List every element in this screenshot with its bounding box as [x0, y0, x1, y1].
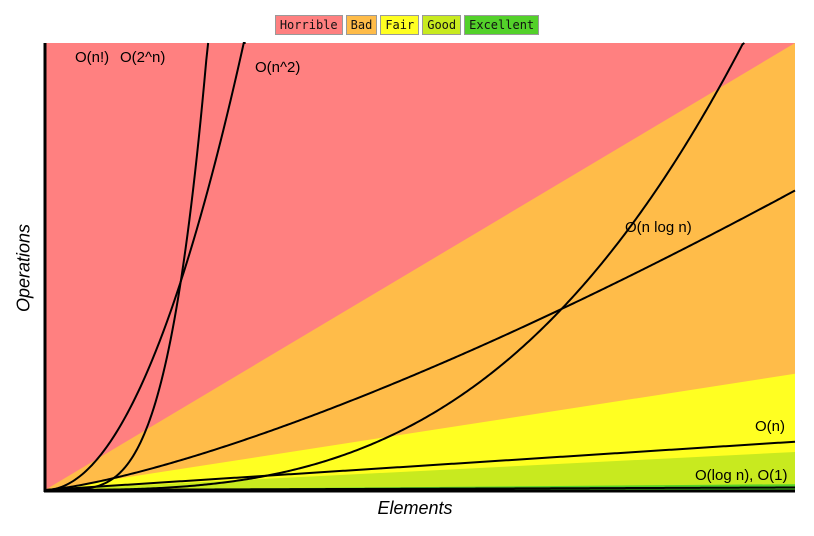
- curve-label-linear: O(n): [755, 418, 785, 435]
- x-axis-title: Elements: [377, 498, 453, 518]
- legend-item-bad: Bad: [345, 15, 378, 35]
- curve-label-exponential: O(2^n): [120, 49, 165, 66]
- curve-exponential: [45, 42, 745, 491]
- curve-label-constant: O(log n), O(1): [695, 467, 788, 484]
- curve-quadratic: [44, 42, 246, 491]
- y-axis-title: Operations: [13, 223, 34, 313]
- legend-item-excellent: Excellent: [464, 15, 540, 35]
- region-bad: [45, 43, 795, 490]
- curve-label-quadratic: O(n^2): [255, 59, 300, 76]
- curve-linear: [44, 440, 796, 491]
- legend-item-horrible: Horrible: [274, 15, 343, 35]
- region-fair: [45, 373, 795, 490]
- curve-nlogn: [44, 189, 796, 491]
- curve-label-factorial: O(n!): [75, 49, 109, 66]
- legend-item-good: Good: [422, 15, 462, 35]
- curve-label-nlogn: O(n log n): [625, 219, 692, 236]
- legend-item-fair: Fair: [380, 15, 420, 35]
- legend: Horrible Bad Fair Good Excellent: [0, 15, 814, 35]
